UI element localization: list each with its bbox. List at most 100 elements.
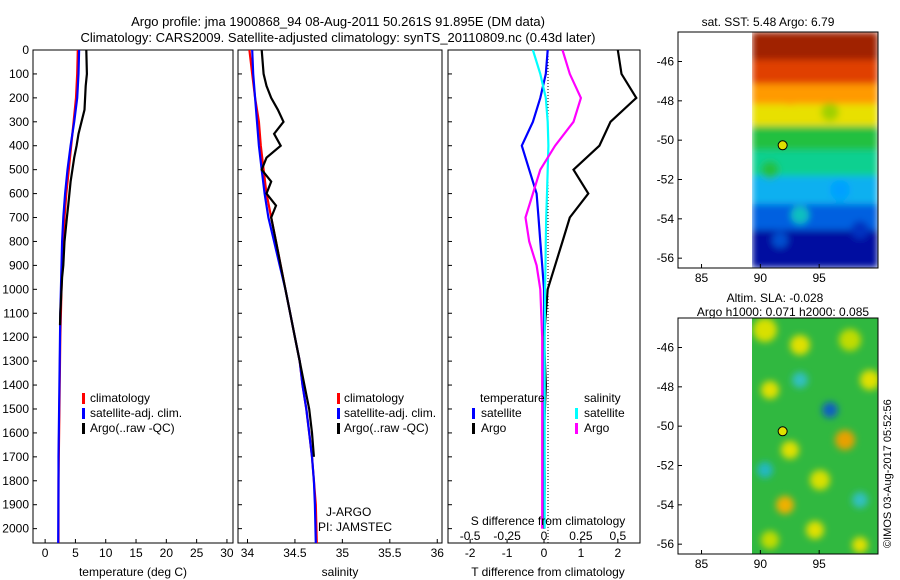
x-tick-label: 2	[615, 546, 622, 560]
legend-label-argo: Argo(..raw -QC)	[90, 421, 175, 435]
y-tick-label: 1300	[2, 354, 29, 368]
title-line-2: Climatology: CARS2009. Satellite-adjuste…	[81, 30, 596, 45]
x-tick-label: 1	[578, 546, 585, 560]
sst-map-panel: sat. SST: 5.48 Argo: 6.79	[657, 15, 879, 286]
y-tick-label: 600	[9, 187, 29, 201]
map-x-tick-label: 90	[754, 271, 768, 285]
y-tick-label: 1800	[2, 474, 29, 488]
legend-label-t-satellite: satellite	[481, 406, 522, 420]
legend-swatch-argo	[82, 423, 85, 434]
x-tick-label: 20	[160, 546, 174, 560]
y-tick-label: 500	[9, 163, 29, 177]
y-tick-label: 1700	[2, 450, 29, 464]
temperature-x-axis: 0 5 10 15 20 25 30	[42, 539, 234, 560]
y-tick-label: 1600	[2, 426, 29, 440]
legend-label-s-argo: Argo	[584, 421, 610, 435]
y-tick-label: 1400	[2, 378, 29, 392]
difference-panel: -2 -1 0 1 2 -0.5 -0.25 0 0.25 0.5 S difference fr…	[447, 49, 641, 579]
legend-label-t-argo: Argo	[481, 421, 507, 435]
legend-label-climatology: climatology	[344, 391, 404, 405]
x-tick-label: -1	[502, 546, 513, 560]
legend-title-salinity: salinity	[584, 391, 621, 405]
map-x-tick-label: 95	[812, 271, 826, 285]
y-tick-label: 1200	[2, 330, 29, 344]
series-line-2	[531, 50, 550, 529]
map-y-tick-label: -52	[657, 173, 675, 187]
argo-location-marker	[777, 426, 788, 437]
legend-swatch-satellite	[82, 408, 85, 419]
series-line-2	[260, 50, 315, 457]
top-tick-label: -0.25	[493, 529, 521, 543]
y-tick-label: 300	[9, 115, 29, 129]
copyright-footer: ©IMOS 03-Aug-2017 05:52:56	[882, 399, 894, 548]
legend-swatch-t-argo	[472, 423, 475, 434]
legend-label-satellite: satellite-adj. clim.	[344, 406, 436, 420]
series-line-3	[524, 50, 583, 529]
difference-legend: temperature salinity satellite Argo sate…	[472, 391, 625, 435]
x-tick-label: 10	[99, 546, 113, 560]
argo-location-marker	[777, 140, 788, 151]
y-tick-label: 700	[9, 211, 29, 225]
salinity-xlabel: salinity	[322, 565, 359, 579]
y-tick-label: 2000	[2, 522, 29, 536]
map-y-tick-label: -50	[657, 419, 675, 433]
map-y-tick-label: -48	[657, 94, 675, 108]
title-line-1: Argo profile: jma 1900868_94 08-Aug-2011…	[131, 14, 545, 29]
legend-swatch-argo	[337, 423, 340, 434]
series-line-2	[58, 50, 89, 326]
annotation-pi: PI: JAMSTEC	[318, 520, 392, 534]
y-tick-label: 800	[9, 234, 29, 248]
legend-label-argo: Argo(..raw -QC)	[344, 421, 429, 435]
top-tick-label: -0.5	[460, 529, 481, 543]
legend-swatch-s-argo	[575, 423, 578, 434]
map-y-tick-label: -46	[657, 55, 675, 69]
x-tick-label: 25	[190, 546, 204, 560]
map-y-tick-label: -54	[657, 212, 675, 226]
y-tick-label: 100	[9, 67, 29, 81]
annotation-j-argo: J-ARGO	[326, 505, 371, 519]
salinity-x-axis: 34 34.5 35 35.5 36	[241, 539, 444, 560]
legend-label-s-satellite: satellite	[584, 406, 625, 420]
top-tick-label: 0.25	[569, 529, 593, 543]
legend-label-satellite: satellite-adj. clim.	[90, 406, 182, 420]
y-tick-label: 1500	[2, 402, 29, 416]
map-y-tick-label: -46	[657, 341, 675, 355]
difference-top-label: S difference from climatology	[471, 514, 626, 528]
salinity-panel: 34 34.5 35 35.5 36 salinity climatology sate…	[237, 49, 444, 579]
y-tick-label: 900	[9, 258, 29, 272]
map-y-tick-label: -56	[657, 251, 675, 265]
map-y-tick-label: -52	[657, 459, 675, 473]
map-x-tick-label: 95	[812, 557, 826, 571]
y-tick-label: 1900	[2, 498, 29, 512]
x-tick-label: -2	[465, 546, 476, 560]
x-tick-label: 0	[541, 546, 548, 560]
x-tick-label: 34.5	[283, 546, 307, 560]
sla-map-image	[752, 318, 878, 554]
temperature-legend: climatology satellite-adj. clim. Argo(..…	[82, 391, 182, 435]
x-tick-label: 36	[431, 546, 445, 560]
top-tick-label: 0.5	[610, 529, 627, 543]
sst-map-title: sat. SST: 5.48 Argo: 6.79	[702, 15, 835, 29]
sst-map-axes: 85 90 95 -46 -48 -50 -52 -54 -56	[657, 55, 827, 286]
sla-map-subtitle: Argo h1000: 0.071 h2000: 0.085	[697, 305, 869, 319]
map-y-tick-label: -54	[657, 498, 675, 512]
map-x-tick-label: 85	[695, 271, 709, 285]
x-tick-label: 15	[129, 546, 143, 560]
x-tick-label: 35.5	[378, 546, 402, 560]
legend-swatch-climatology	[82, 393, 85, 404]
series-line-1	[542, 50, 638, 529]
temperature-xlabel: temperature (deg C)	[79, 565, 187, 579]
difference-x-axis: -2 -1 0 1 2 -0.5 -0.25 0 0.25 0.5	[460, 529, 627, 560]
legend-label-climatology: climatology	[90, 391, 150, 405]
y-tick-label: 1100	[3, 306, 29, 320]
sla-map-axes: 85 90 95 -46 -48 -50 -52 -54 -56	[657, 341, 827, 572]
x-tick-label: 0	[42, 546, 49, 560]
map-x-tick-label: 85	[695, 557, 709, 571]
salinity-legend: climatology satellite-adj. clim. Argo(..…	[337, 391, 436, 435]
map-y-tick-label: -48	[657, 380, 675, 394]
legend-swatch-climatology	[337, 393, 340, 404]
map-x-tick-label: 90	[754, 557, 768, 571]
y-tick-label: 400	[9, 139, 29, 153]
top-tick-label: 0	[541, 529, 548, 543]
